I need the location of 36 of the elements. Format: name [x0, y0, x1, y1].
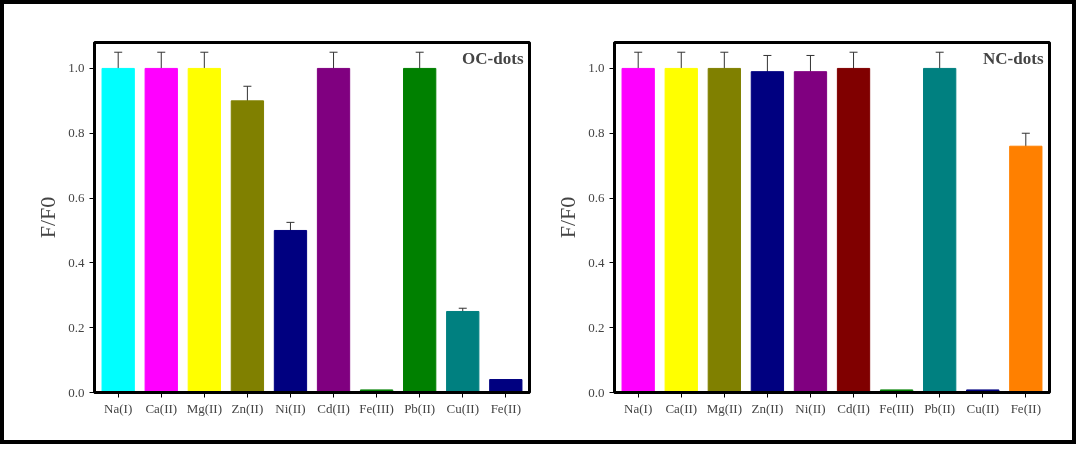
x-tick-label: Ca(II)	[145, 400, 178, 416]
y-axis-title: F/F0	[35, 196, 61, 239]
x-tick-label: Pb(II)	[924, 400, 956, 416]
y-tick-label: 0.0	[588, 384, 605, 400]
x-tick-label: Ni(II)	[275, 400, 306, 416]
y-tick-label: 0.2	[588, 319, 605, 335]
x-tick-label: Pb(II)	[404, 400, 436, 416]
x-tick-label: Cu(II)	[966, 400, 999, 416]
y-tick-label: 0.0	[68, 384, 85, 400]
x-tick-label: Zn(II)	[231, 400, 264, 416]
x-tick-label: Fe(II)	[490, 400, 521, 416]
x-tick-label: Fe(III)	[359, 400, 394, 416]
y-tick-label: 0.6	[588, 190, 605, 206]
x-tick-label: Mg(II)	[706, 400, 743, 416]
x-tick-label: Fe(III)	[879, 400, 914, 416]
y-tick-label: 1.0	[68, 60, 85, 76]
x-tick-label: Na(I)	[104, 400, 133, 416]
chart-title: OC-dots	[462, 48, 524, 68]
x-tick-label: Mg(II)	[186, 400, 223, 416]
x-tick-label: Na(I)	[624, 400, 653, 416]
chart-title: NC-dots	[983, 48, 1044, 68]
x-tick-label: Ca(II)	[665, 400, 698, 416]
y-tick-label: 1.0	[588, 60, 605, 76]
y-tick-label: 0.4	[588, 254, 605, 270]
x-tick-label: Ni(II)	[795, 400, 826, 416]
x-tick-label: Cd(II)	[837, 400, 870, 416]
x-tick-label: Fe(II)	[1010, 400, 1041, 416]
y-tick-label: 0.2	[68, 319, 85, 335]
y-tick-label: 0.4	[68, 254, 85, 270]
y-axis-title: F/F0	[555, 196, 581, 239]
x-tick-label: Cd(II)	[317, 400, 350, 416]
y-tick-label: 0.8	[68, 125, 85, 141]
x-tick-label: Cu(II)	[446, 400, 479, 416]
y-tick-label: 0.6	[68, 190, 85, 206]
x-tick-label: Zn(II)	[751, 400, 784, 416]
y-tick-label: 0.8	[588, 125, 605, 141]
